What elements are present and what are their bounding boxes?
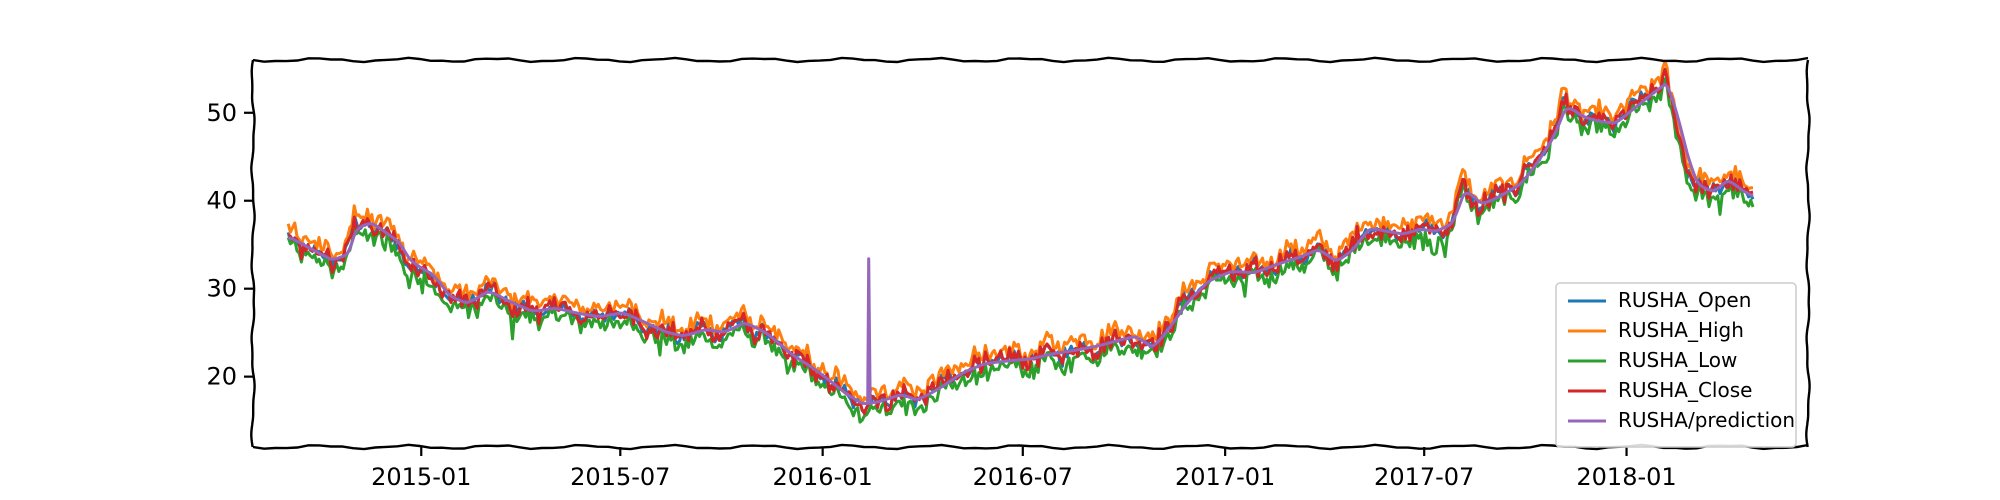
series-rusha-low [286,77,1755,424]
x-tick-label: 2018-01 [1576,463,1676,491]
x-tick-label: 2015-07 [570,463,670,491]
x-tick-label: 2016-07 [973,463,1073,491]
y-tick-label: 30 [206,275,237,303]
x-tick-label: 2016-01 [773,463,873,491]
x-axis: 2015-01 2015-07 2016-01 2016-07 2017-01 2017-… [371,447,1677,491]
legend-label: RUSHA_Low [1618,348,1737,372]
legend-label: RUSHA_High [1618,318,1744,342]
x-tick-label: 2015-01 [371,463,471,491]
axes-frame-left [250,59,256,448]
x-tick-label: 2017-07 [1374,463,1474,491]
series-layer [286,59,1755,424]
y-axis: 20 30 40 50 [206,99,253,391]
legend-box [1555,282,1797,448]
x-tick-label: 2017-01 [1175,463,1275,491]
axes-frame-top [252,56,1809,64]
y-tick-label: 20 [206,363,237,391]
series-rusha-close [287,67,1754,416]
legend-label: RUSHA_Open [1618,288,1751,312]
axes-frame-bottom [252,443,1809,451]
series-rusha-prediction [287,82,1754,405]
legend-label: RUSHA_Close [1618,378,1752,402]
legend-label: RUSHA/prediction [1618,408,1795,432]
axes-frame-right [1805,59,1811,448]
series-rusha-high [286,59,1754,405]
legend: RUSHA_Open RUSHA_High RUSHA_Low RUSHA_Close… [1555,282,1797,448]
y-tick-label: 40 [206,187,237,215]
y-tick-label: 50 [206,99,237,127]
